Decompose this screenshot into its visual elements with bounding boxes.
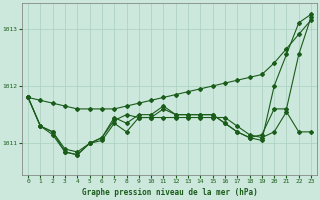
X-axis label: Graphe pression niveau de la mer (hPa): Graphe pression niveau de la mer (hPa) [82,188,258,197]
